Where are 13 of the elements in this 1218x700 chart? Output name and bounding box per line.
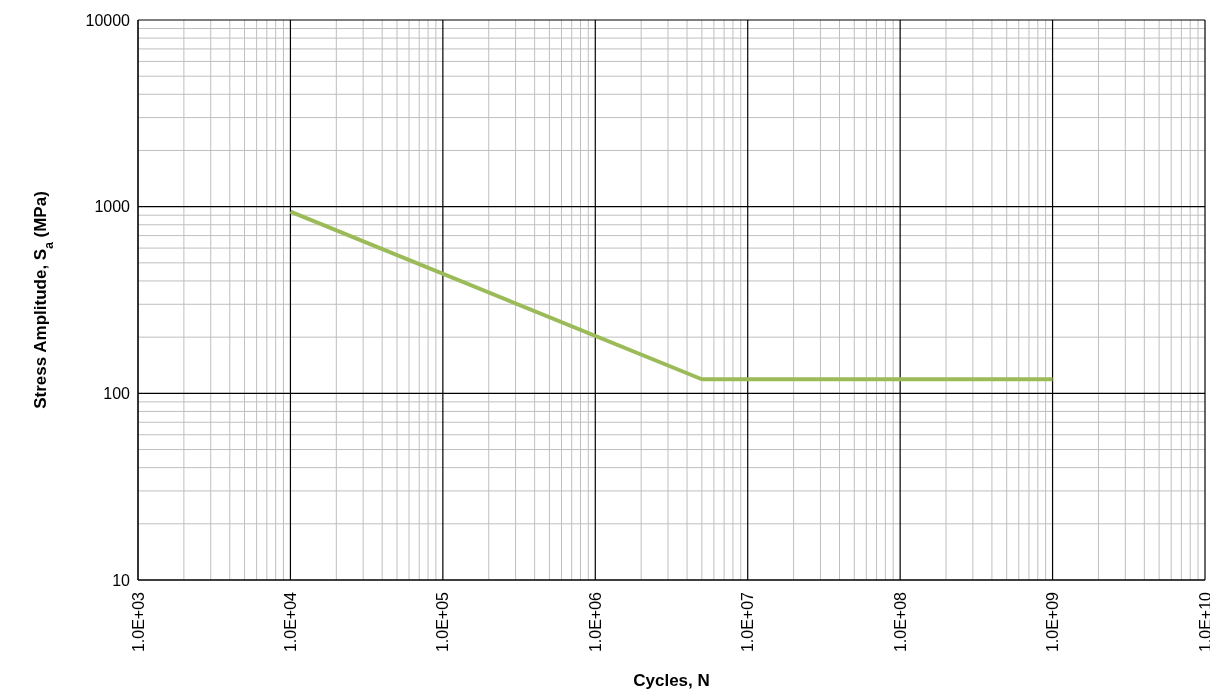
x-tick-label: 1.0E+04 xyxy=(281,591,299,653)
x-tick-label: 1.0E+03 xyxy=(129,591,147,653)
y-tick-label: 10 xyxy=(112,571,131,589)
y-tick-label: 100 xyxy=(103,385,131,403)
x-tick-label: 1.0E+05 xyxy=(434,591,452,653)
x-tick-label: 1.0E+10 xyxy=(1196,591,1214,653)
x-axis-title: Cycles, N xyxy=(633,671,710,690)
y-tick-label: 1000 xyxy=(94,198,131,216)
y-tick-label: 10000 xyxy=(85,11,131,29)
x-tick-label: 1.0E+07 xyxy=(739,591,757,653)
x-tick-label: 1.0E+08 xyxy=(891,591,909,653)
x-tick-label: 1.0E+09 xyxy=(1044,591,1062,653)
x-tick-label: 1.0E+06 xyxy=(586,591,604,653)
